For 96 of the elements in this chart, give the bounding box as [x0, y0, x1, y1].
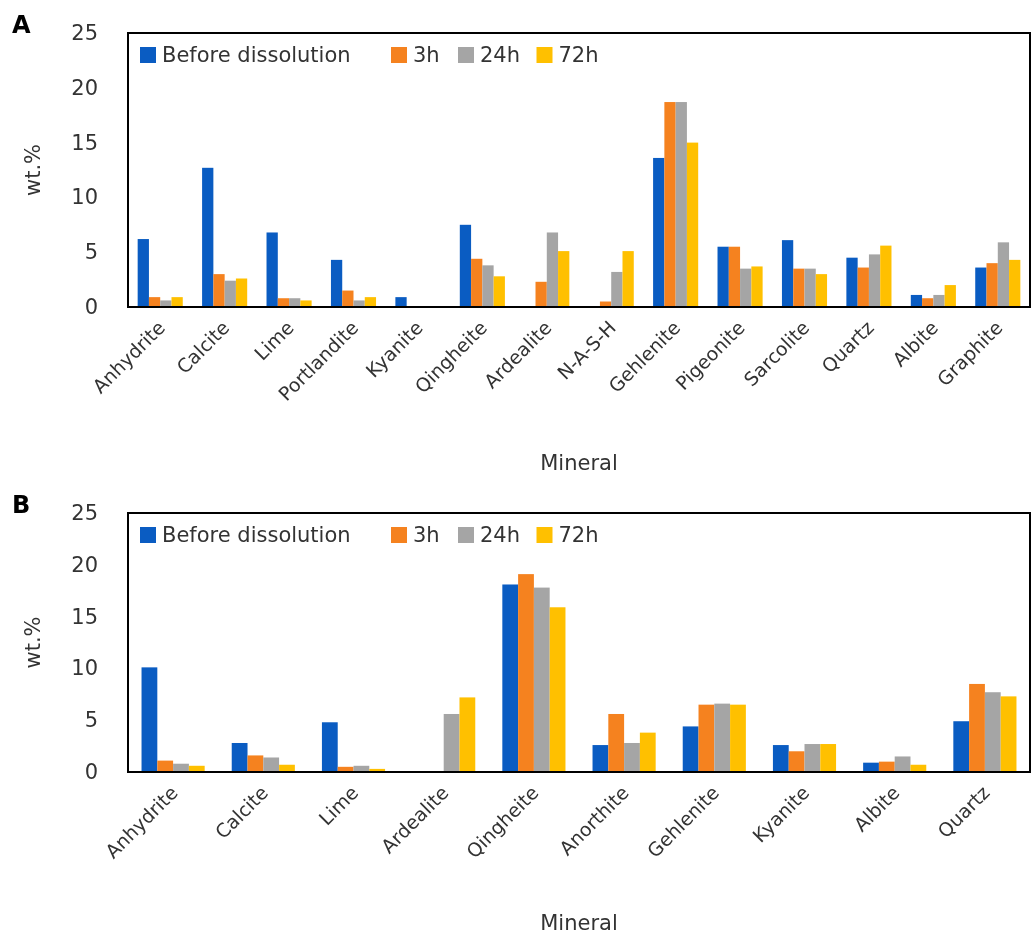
bar	[321, 722, 338, 772]
bar	[793, 268, 805, 307]
bar	[751, 266, 763, 307]
y-tick-label: 10	[71, 656, 98, 681]
bar	[171, 297, 183, 307]
bar	[933, 294, 945, 307]
y-tick-label: 25	[71, 21, 98, 45]
bar	[788, 751, 805, 772]
bar	[137, 239, 149, 307]
bar	[664, 102, 676, 307]
bar	[330, 259, 343, 307]
bar	[714, 703, 731, 772]
bar	[675, 102, 687, 307]
legend-label: 3h	[413, 523, 440, 547]
bar	[502, 584, 519, 772]
legend-label: 72h	[558, 523, 599, 547]
bar	[395, 297, 407, 307]
bar	[459, 697, 476, 772]
bar	[740, 268, 752, 307]
bar	[846, 257, 858, 307]
bar	[611, 271, 623, 307]
y-axis-title: wt.%	[21, 143, 45, 197]
bar	[482, 265, 494, 307]
bar	[459, 224, 472, 307]
bar	[471, 258, 483, 307]
bar	[639, 732, 656, 772]
y-tick-label: 20	[71, 552, 98, 577]
bar	[975, 267, 987, 307]
bar	[141, 667, 158, 772]
bar	[443, 713, 460, 772]
chart-title: B	[12, 491, 31, 519]
bar	[894, 756, 911, 772]
bar	[730, 704, 746, 772]
bar	[686, 142, 699, 307]
bar	[969, 683, 985, 772]
bar	[558, 251, 570, 307]
bar	[1009, 259, 1021, 307]
y-tick-label: 15	[71, 604, 98, 629]
legend-label: 3h	[413, 43, 440, 67]
bar	[533, 587, 550, 772]
bar	[857, 267, 869, 307]
bar	[953, 721, 970, 772]
bar	[202, 167, 214, 307]
bar	[653, 157, 665, 307]
bar	[804, 744, 821, 772]
bar	[231, 742, 248, 772]
bar	[247, 755, 264, 772]
x-axis-title: Mineral	[540, 451, 618, 475]
bar	[608, 713, 625, 772]
bar	[698, 704, 715, 772]
legend-label: Before dissolution	[162, 43, 351, 67]
bar	[1000, 696, 1017, 772]
bar	[549, 607, 566, 772]
bar	[213, 274, 225, 307]
y-tick-label: 10	[71, 185, 98, 210]
bar	[224, 280, 236, 307]
bar	[546, 232, 559, 307]
bar	[624, 742, 640, 772]
bar	[772, 745, 789, 772]
y-tick-label: 0	[84, 295, 98, 319]
bar	[986, 263, 998, 307]
y-axis-title: wt.%	[21, 616, 45, 669]
x-axis-title: Mineral	[540, 911, 618, 935]
bar	[880, 245, 892, 307]
bar	[535, 281, 547, 307]
bar	[717, 246, 729, 307]
legend-label: 24h	[480, 43, 521, 67]
chart-title: A	[12, 11, 31, 39]
bar	[682, 726, 699, 772]
bar	[493, 276, 505, 307]
y-tick-label: 15	[71, 130, 98, 155]
bar	[300, 300, 312, 307]
bar	[868, 254, 881, 307]
legend-label: 24h	[480, 523, 521, 547]
bar	[815, 274, 828, 307]
bar	[592, 745, 609, 772]
bar	[622, 251, 634, 307]
legend-label: Before dissolution	[162, 523, 351, 547]
bar	[266, 232, 278, 307]
legend-label: 72h	[558, 43, 599, 67]
bar	[984, 692, 1001, 772]
y-tick-label: 5	[84, 708, 98, 733]
bar	[728, 246, 741, 307]
bar	[518, 574, 534, 772]
bar	[804, 268, 816, 307]
bar	[235, 278, 248, 307]
y-tick-label: 0	[84, 760, 98, 784]
bar	[263, 757, 280, 772]
bar	[944, 285, 956, 307]
bar	[820, 744, 837, 772]
y-tick-label: 5	[84, 240, 98, 265]
y-tick-label: 20	[71, 75, 98, 100]
bar	[997, 242, 1010, 307]
bar	[781, 240, 794, 307]
bar	[342, 290, 354, 307]
y-tick-label: 25	[71, 501, 98, 525]
